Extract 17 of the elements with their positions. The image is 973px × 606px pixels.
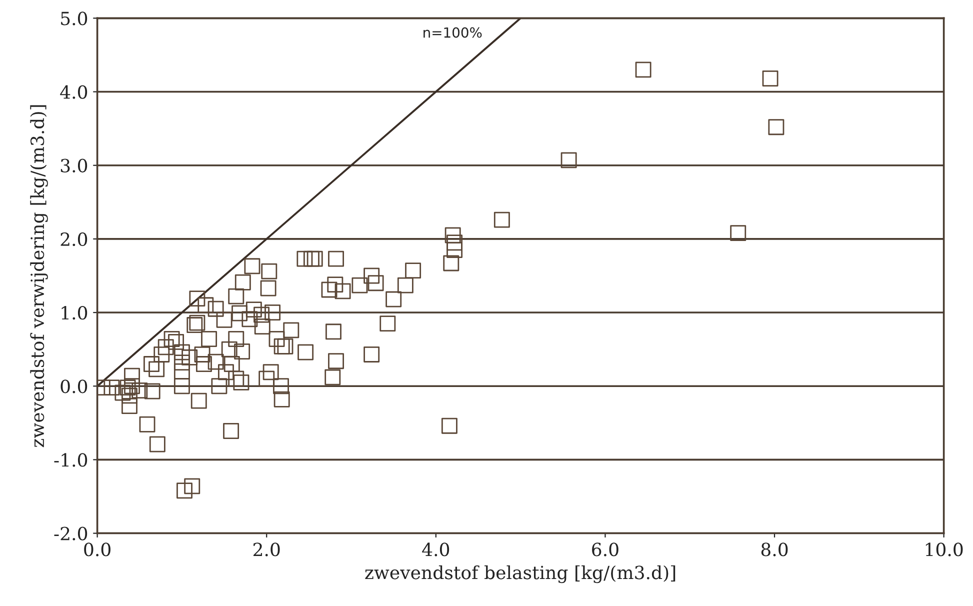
y-tick-label: 5.0 bbox=[61, 12, 88, 26]
x-tick-label: 0.0 bbox=[84, 542, 110, 556]
y-tick-label: 1.0 bbox=[62, 306, 88, 320]
y-tick-label: 4.0 bbox=[60, 85, 88, 99]
x-tick-label: 8.0 bbox=[761, 542, 788, 556]
x-tick-label: 4.0 bbox=[422, 542, 450, 556]
y-tick-label: 0.0 bbox=[60, 380, 88, 394]
x-tick-label: 6.0 bbox=[592, 542, 618, 556]
y-tick-label: 3.0 bbox=[60, 158, 88, 172]
y-tick-label: 2.0 bbox=[60, 232, 88, 246]
x-axis-title: zwevendstof belasting [kg/(m3.d)] bbox=[365, 565, 676, 584]
y-tick-label: -2.0 bbox=[54, 526, 88, 540]
y-tick-label: -1.0 bbox=[54, 453, 88, 467]
x-tick-label: 10.0 bbox=[926, 542, 963, 556]
series-label: n=100% bbox=[424, 27, 482, 38]
x-tick-label: 2.0 bbox=[253, 542, 280, 556]
y-axis-title: zwevendstof verwijdering [kg/(m3.d)] bbox=[30, 105, 48, 448]
